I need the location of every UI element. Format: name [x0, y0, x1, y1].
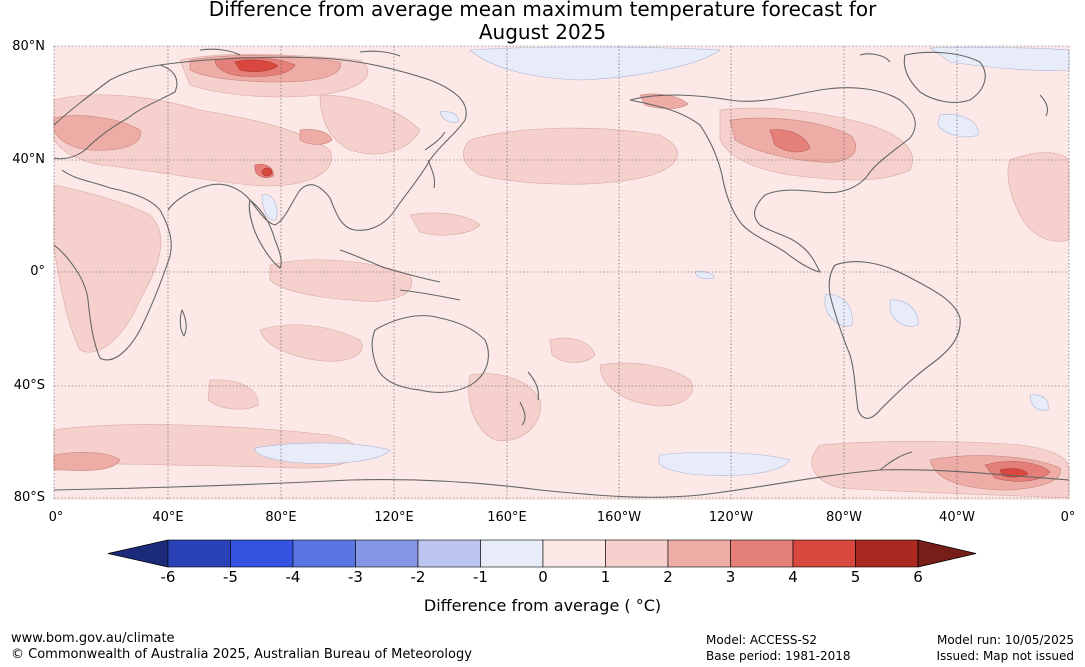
colorbar-arrow-high [917, 539, 977, 568]
footer-issued: Issued: Map not issued [936, 649, 1074, 663]
lat-label-80n: 80°N [12, 39, 45, 54]
arctic-islands-outline [199, 48, 891, 63]
lon-label-0-west: 0° [48, 510, 64, 525]
colorbar-cell [792, 539, 856, 568]
colorbar-tick-label: 1 [600, 568, 611, 586]
colorbar-cell [167, 539, 231, 568]
uk-outline [1039, 94, 1049, 117]
india-outline [248, 199, 282, 269]
lat-label-40n: 40°N [12, 152, 45, 167]
lon-label-40e: 40°E [152, 510, 184, 525]
colorbar-tick-label: -3 [348, 568, 363, 586]
lon-label-40w: 40°W [939, 510, 975, 525]
lon-label-80e: 80°E [265, 510, 297, 525]
colorbar-label: Difference from average ( °C) [423, 596, 662, 615]
lon-label-80w: 80°W [826, 510, 862, 525]
colorbar-cell [667, 539, 731, 568]
colorbar-cell [417, 539, 481, 568]
new-zealand-outline [519, 371, 539, 426]
colorbar-cell [605, 539, 669, 568]
colorbar-cell [855, 539, 919, 568]
colorbar-tick-label: -1 [473, 568, 488, 586]
japan-outline [424, 131, 446, 189]
lat-label-40s: 40°S [13, 378, 45, 393]
lat-label-80s: 80°S [13, 490, 45, 505]
colorbar-tick-label: 2 [663, 568, 673, 586]
africa-outline [53, 169, 172, 361]
map-title-line2: August 2025 [478, 20, 607, 44]
footer-copyright: © Commonwealth of Australia 2025, Austra… [11, 647, 472, 662]
footer-model: Model: ACCESS-S2 [706, 633, 818, 647]
antarctic-peninsula-outline [879, 451, 913, 471]
map-title-line1: Difference from average mean maximum tem… [208, 0, 877, 21]
greenland-outline [903, 51, 986, 103]
antarctica-outline [53, 469, 1070, 498]
temperature-anomaly-map [53, 45, 1070, 500]
colorbar [107, 539, 977, 568]
lon-label-160e: 160°E [487, 510, 527, 525]
footer-website: www.bom.gov.au/climate [11, 631, 175, 646]
colorbar-cell [480, 539, 544, 568]
colorbar-cell [542, 539, 606, 568]
madagascar-outline [179, 309, 187, 337]
footer-base-period: Base period: 1981-2018 [706, 649, 851, 663]
colorbar-cell [230, 539, 294, 568]
colorbar-tick-label: 0 [538, 568, 548, 586]
colorbar-tick-label: 3 [725, 568, 736, 586]
footer-model-run: Model run: 10/05/2025 [936, 633, 1074, 647]
colorbar-tick-label: 4 [788, 568, 798, 586]
colorbar-tick-label: -5 [223, 568, 238, 586]
colorbar-tick-label: 6 [913, 568, 923, 586]
colorbar-tick-label: -4 [285, 568, 301, 586]
lon-label-120e: 120°E [374, 510, 414, 525]
colorbar-tick-label: -6 [160, 568, 176, 586]
colorbar-cell [730, 539, 794, 568]
europe-outline [53, 64, 178, 160]
colorbar-cell [355, 539, 419, 568]
map-gridlines [53, 45, 1070, 500]
colorbar-cells [107, 539, 977, 568]
anomaly-regions-1-2 [53, 53, 1070, 499]
north-america-outline [629, 87, 916, 273]
colorbar-arrow-low [107, 539, 169, 568]
anomaly-regions-negative [254, 46, 1070, 476]
lon-label-120w: 120°W [708, 510, 754, 525]
lon-label-160w: 160°W [596, 510, 642, 525]
colorbar-tick-label: 5 [850, 568, 861, 586]
colorbar-tick-label: -2 [410, 568, 426, 586]
lat-label-0: 0° [30, 264, 45, 279]
colorbar-cell [292, 539, 356, 568]
map-title: Difference from average mean maximum tem… [0, 0, 1085, 44]
lon-label-0-east: 0° [1060, 510, 1076, 525]
south-america-outline [828, 261, 961, 419]
indonesia-outline [339, 249, 461, 301]
land-outlines [53, 48, 1070, 498]
australia-outline [371, 315, 489, 393]
